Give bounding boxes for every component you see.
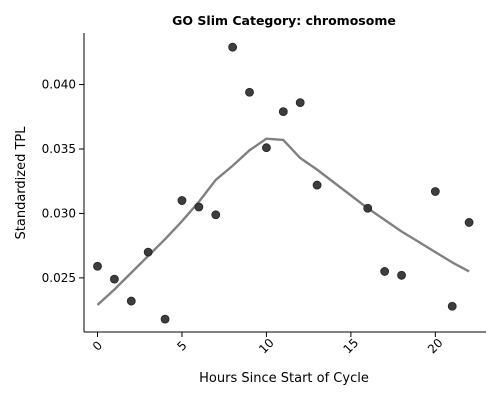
- chart-title: GO Slim Category: chromosome: [172, 13, 396, 28]
- data-point: [262, 143, 271, 153]
- x-tick-label: 5: [174, 338, 189, 353]
- y-tick-label: 0.040: [42, 78, 76, 92]
- data-point: [143, 247, 153, 257]
- plot-area: [93, 42, 474, 324]
- y-tick-label: 0.025: [42, 271, 76, 285]
- data-point: [447, 301, 457, 311]
- x-tick-label: 20: [425, 336, 446, 357]
- data-point: [278, 107, 288, 117]
- data-point: [245, 87, 254, 97]
- data-point: [177, 196, 187, 205]
- data-point: [312, 180, 322, 190]
- y-axis-ticks: 0.025 0.030 0.035 0.040: [42, 78, 84, 285]
- x-axis-ticks: 0 5 10 15 20: [90, 332, 446, 356]
- data-point: [430, 187, 440, 196]
- x-axis-label: Hours Since Start of Cycle: [199, 371, 369, 386]
- data-point: [464, 218, 474, 227]
- y-tick-label: 0.035: [42, 142, 76, 156]
- data-point: [211, 210, 221, 220]
- data-point: [228, 42, 238, 52]
- y-axis-label: Standardized TPL: [14, 126, 29, 240]
- x-tick-label: 0: [90, 338, 105, 353]
- data-point: [363, 203, 373, 213]
- data-point: [110, 274, 119, 284]
- data-point: [194, 202, 204, 212]
- data-point: [126, 296, 136, 306]
- x-tick-label: 15: [341, 336, 362, 357]
- y-tick-label: 0.030: [42, 206, 76, 220]
- data-point: [93, 261, 102, 271]
- data-point: [380, 267, 390, 276]
- x-tick-label: 10: [256, 336, 277, 357]
- data-point: [160, 314, 170, 324]
- data-point: [295, 98, 305, 107]
- data-point: [397, 270, 406, 280]
- trend-line: [96, 137, 470, 306]
